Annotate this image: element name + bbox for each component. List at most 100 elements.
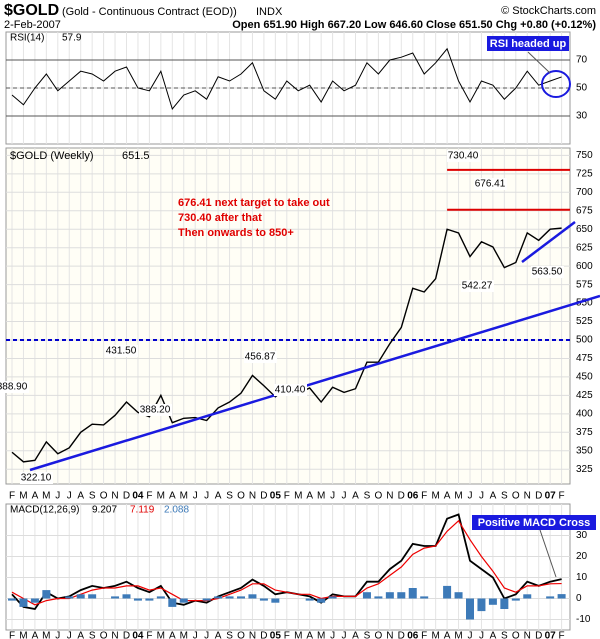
x-tick-label: M	[317, 631, 325, 639]
x-tick-label: 07	[545, 631, 557, 639]
y-tick-label: 0	[576, 593, 582, 604]
x-tick-label: A	[352, 631, 359, 639]
histogram-bar	[477, 598, 486, 612]
x-tick-label: F	[146, 491, 152, 502]
label-bg	[105, 345, 138, 357]
x-tick-label: M	[19, 631, 27, 639]
x-tick-label: F	[421, 631, 427, 639]
histogram-bar	[488, 598, 497, 605]
y-tick-label: 700	[576, 187, 593, 198]
x-tick-label: A	[77, 491, 84, 502]
y-tick-label: 10	[576, 572, 588, 583]
histogram-bar	[76, 594, 85, 599]
x-tick-label: A	[215, 491, 222, 502]
x-tick-label: M	[180, 631, 188, 639]
x-tick-label: J	[67, 631, 72, 639]
x-tick-label: O	[375, 491, 383, 502]
y-tick-label: 625	[576, 242, 593, 253]
y-tick-label: 675	[576, 205, 593, 216]
histogram-bar	[214, 596, 223, 599]
macd-legend-value: 7.119	[130, 505, 155, 516]
price-label: 388.20	[140, 405, 171, 416]
x-tick-label: F	[559, 631, 565, 639]
y-tick-label: 425	[576, 390, 593, 401]
x-tick-label: A	[215, 631, 222, 639]
x-tick-label: N	[386, 631, 393, 639]
trend-line	[521, 221, 576, 263]
x-tick-label: 06	[407, 631, 419, 639]
trend-line	[29, 294, 600, 472]
x-tick-label: A	[444, 631, 451, 639]
y-tick-label: 475	[576, 353, 593, 364]
histogram-bar	[202, 598, 211, 601]
x-tick-label: M	[42, 491, 50, 502]
x-tick-label: J	[204, 631, 209, 639]
price-label: 730.40	[448, 151, 479, 162]
x-tick-label: F	[284, 491, 290, 502]
x-tick-label: M	[431, 631, 439, 639]
x-tick-label: A	[306, 631, 313, 639]
histogram-bar	[111, 596, 120, 599]
price-label: 563.50	[532, 267, 563, 278]
price-legend-value: 651.5	[122, 150, 150, 162]
x-tick-label: N	[249, 491, 256, 502]
histogram-bar	[179, 598, 188, 603]
label-bg	[139, 404, 172, 416]
y-tick-label: 725	[576, 168, 593, 179]
rsi-legend: RSI(14)	[10, 33, 44, 44]
x-tick-label: J	[468, 631, 473, 639]
annotation-box	[487, 36, 569, 51]
x-tick-label: J	[193, 631, 198, 639]
y-tick-label: 375	[576, 427, 593, 438]
macd-legend-value: 9.207	[92, 505, 117, 516]
x-tick-label: J	[468, 491, 473, 502]
x-tick-label: J	[193, 491, 198, 502]
y-tick-label: 450	[576, 372, 593, 383]
arrow	[527, 51, 551, 74]
x-tick-label: 04	[132, 631, 144, 639]
x-tick-label: N	[524, 491, 531, 502]
annotation: Positive MACD Cross	[478, 517, 590, 529]
x-tick-label: M	[431, 491, 439, 502]
x-tick-label: M	[42, 631, 50, 639]
histogram-bar	[454, 592, 463, 599]
series-line	[11, 519, 562, 606]
x-tick-label: 06	[407, 491, 419, 502]
y-tick-label: 575	[576, 279, 593, 290]
note: Then onwards to 850+	[178, 227, 294, 239]
histogram-bar	[362, 592, 371, 599]
y-tick-label: -10	[576, 614, 591, 625]
copyright: © StockCharts.com	[501, 5, 596, 17]
x-tick-label: D	[398, 491, 405, 502]
x-tick-label: O	[237, 631, 245, 639]
histogram-bar	[500, 598, 509, 609]
note: 730.40 after that	[178, 212, 262, 224]
x-tick-label: J	[55, 631, 60, 639]
x-tick-label: S	[89, 631, 96, 639]
x-tick-label: J	[342, 631, 347, 639]
label-bg	[531, 266, 564, 278]
x-tick-label: D	[260, 491, 267, 502]
histogram-bar	[156, 596, 165, 599]
price-label: 322.10	[21, 473, 52, 484]
x-tick-label: M	[19, 491, 27, 502]
histogram-bar	[397, 592, 406, 599]
y-tick-label: 30	[576, 530, 588, 541]
x-tick-label: S	[89, 491, 96, 502]
histogram-bar	[145, 598, 154, 601]
series-line	[11, 47, 562, 111]
x-tick-label: F	[9, 491, 15, 502]
x-tick-label: S	[226, 491, 233, 502]
price-label: 456.87	[245, 352, 276, 363]
x-tick-label: O	[512, 631, 520, 639]
histogram-bar	[317, 598, 326, 603]
x-tick-label: M	[294, 491, 302, 502]
macd-legend: MACD(12,26,9)	[10, 505, 79, 516]
histogram-bar	[466, 598, 474, 620]
x-tick-label: M	[294, 631, 302, 639]
y-tick-label: 750	[576, 150, 593, 161]
macd-legend-value: 2.088	[164, 505, 189, 516]
y-tick-label: 50	[576, 83, 588, 94]
x-tick-label: A	[444, 491, 451, 502]
histogram-bar	[259, 598, 268, 601]
